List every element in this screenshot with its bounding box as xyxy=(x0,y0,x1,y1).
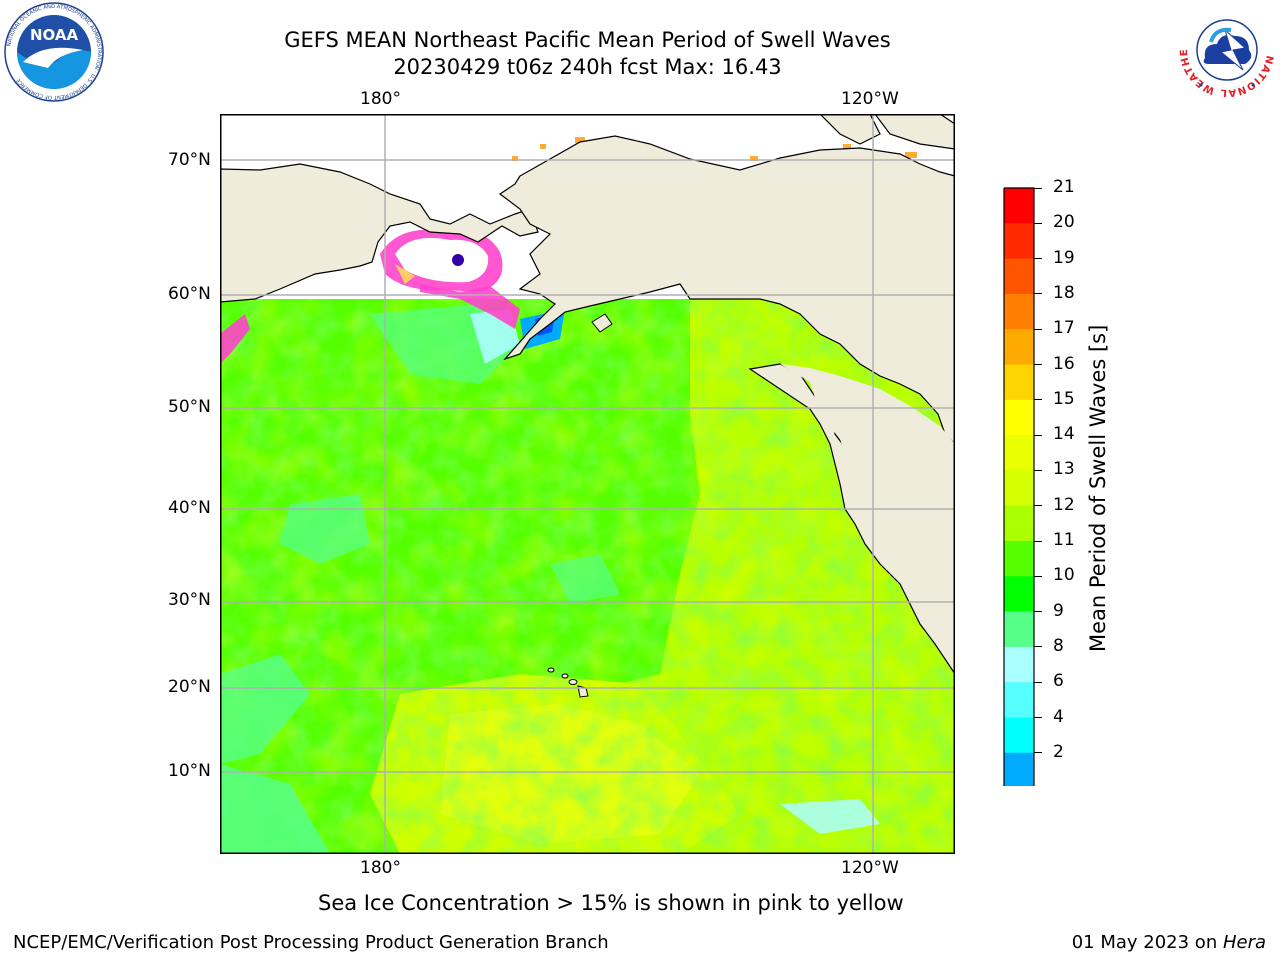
colorbar-swatch xyxy=(1004,399,1034,436)
colorbar-tick xyxy=(1034,540,1042,542)
lat-label-10n: 10°N xyxy=(168,761,211,781)
colorbar-tick-label: 17 xyxy=(1053,318,1075,339)
land-chukotka xyxy=(220,163,539,303)
colorbar-tick-label: 21 xyxy=(1053,177,1075,197)
colorbar-swatch xyxy=(1004,752,1034,789)
lat-label-30n: 30°N xyxy=(168,590,211,610)
colorbar-swatch xyxy=(1004,541,1034,577)
noaa-logo: NATIONAL OCEANIC AND ATMOSPHERIC ADMINIS… xyxy=(3,2,105,102)
graticule xyxy=(220,114,955,854)
colorbar-tick-label: 12 xyxy=(1053,494,1075,515)
footer-credit: NCEP/EMC/Verification Post Processing Pr… xyxy=(13,932,609,953)
footer-host: Hera xyxy=(1222,932,1266,953)
lat-label-40n: 40°N xyxy=(168,498,211,518)
colorbar-tick xyxy=(1034,505,1042,507)
lat-label-50n: 50°N xyxy=(168,397,211,417)
colorbar-swatch xyxy=(1004,258,1034,295)
lon-label-bottom-180: 180° xyxy=(360,858,401,878)
colorbar-swatch xyxy=(1004,505,1034,542)
colorbar-tick-label: 10 xyxy=(1053,565,1075,586)
colorbar-swatch xyxy=(1004,364,1034,401)
colorbar-swatch xyxy=(1004,470,1034,507)
lon-label-top-120w: 120°W xyxy=(841,89,899,109)
footer-date-text: 01 May 2023 on xyxy=(1071,932,1223,953)
colorbar-swatch xyxy=(1004,717,1034,754)
colorbar-tick xyxy=(1034,752,1042,754)
colorbar xyxy=(1000,186,1038,853)
colorbar-swatch xyxy=(1004,611,1034,648)
swell-8-9s-south xyxy=(780,799,880,834)
colorbar-swatch xyxy=(1004,576,1034,613)
colorbar-tick-label: 11 xyxy=(1053,530,1075,550)
sea-ice-kamchatka xyxy=(220,314,250,364)
swell-period-map xyxy=(220,114,955,854)
colorbar-tick xyxy=(1034,328,1042,330)
colorbar-tick xyxy=(1034,717,1042,718)
forecast-subtitle: 20230429 t06z 240h fcst Max: 16.43 xyxy=(393,55,782,79)
page-title: GEFS MEAN Northeast Pacific Mean Period … xyxy=(284,28,891,52)
colorbar-tick-label: 6 xyxy=(1053,671,1064,692)
colorbar-tick xyxy=(1034,364,1042,365)
colorbar-tick-label: 2 xyxy=(1053,741,1064,762)
colorbar-tick-label: 16 xyxy=(1053,353,1075,374)
lat-label-60n: 60°N xyxy=(168,284,211,304)
map-frame xyxy=(220,114,955,854)
colorbar-swatch xyxy=(1004,682,1034,718)
nws-logo: NATIONAL WEATHER SERVICE xyxy=(1171,0,1279,100)
colorbar-tick-label: 19 xyxy=(1053,247,1075,268)
colorbar-tick xyxy=(1034,258,1042,260)
sea-ice-core xyxy=(452,254,464,266)
colorbar-tick-label: 8 xyxy=(1053,635,1064,656)
colorbar-title: Mean Period of Swell Waves [s] xyxy=(1086,324,1110,652)
colorbar-swatch xyxy=(1004,435,1034,471)
colorbar-swatch xyxy=(1004,646,1034,683)
colorbar-swatch xyxy=(1004,293,1034,330)
colorbar-tick xyxy=(1034,222,1042,224)
colorbar-swatch xyxy=(1004,223,1034,260)
colorbar-tick xyxy=(1034,469,1042,471)
swell-9-10s-southwest xyxy=(220,764,330,854)
lon-label-top-180: 180° xyxy=(360,89,401,109)
colorbar-tick-label: 14 xyxy=(1053,424,1075,445)
colorbar-tick xyxy=(1034,293,1042,295)
colorbar-swatch xyxy=(1004,188,1034,224)
lat-label-20n: 20°N xyxy=(168,677,211,697)
footer-date: 01 May 2023 on Hera xyxy=(1072,932,1266,953)
colorbar-tick xyxy=(1034,399,1042,401)
colorbar-tick-label: 13 xyxy=(1053,459,1075,480)
colorbar-tick xyxy=(1034,434,1042,436)
colorbar-tick-label: 15 xyxy=(1053,388,1075,409)
colorbar-tick xyxy=(1034,187,1042,189)
sea-ice-caption: Sea Ice Concentration > 15% is shown in … xyxy=(318,891,904,915)
lon-label-bottom-120w: 120°W xyxy=(841,858,899,878)
colorbar-tick xyxy=(1034,611,1042,613)
noaa-text: NOAA xyxy=(30,26,79,44)
colorbar-tick-label: 20 xyxy=(1053,212,1075,233)
colorbar-tick xyxy=(1034,575,1042,577)
colorbar-tick-label: 18 xyxy=(1053,282,1075,303)
lat-label-70n: 70°N xyxy=(168,150,211,170)
colorbar-tick xyxy=(1034,681,1042,683)
land-alaska-canada xyxy=(498,135,955,445)
colorbar-tick-label: 4 xyxy=(1053,706,1064,727)
colorbar-tick xyxy=(1034,646,1042,648)
colorbar-swatch xyxy=(1004,329,1034,365)
colorbar-tick-label: 9 xyxy=(1053,600,1064,621)
